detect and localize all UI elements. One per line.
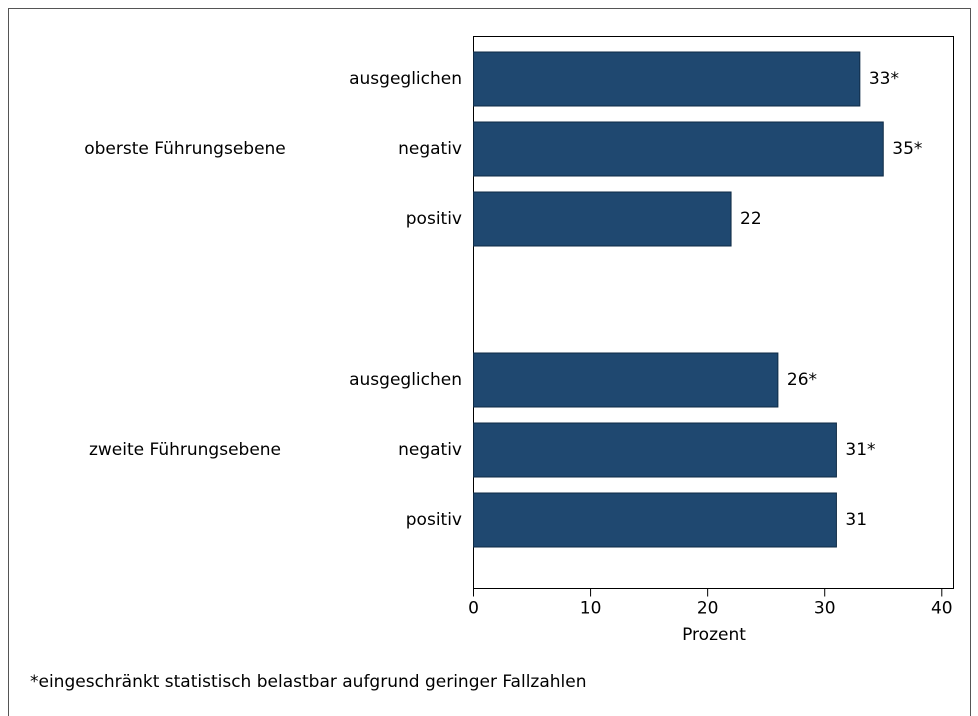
value-label: 35*: [892, 139, 922, 159]
category-label: positiv: [406, 510, 462, 530]
value-label: 31*: [845, 440, 875, 460]
group-label: oberste Führungsebene: [84, 139, 286, 159]
bar: [473, 191, 732, 247]
x-tick-label: 40: [931, 599, 953, 619]
plot-area: [473, 36, 954, 589]
group-label: zweite Führungsebene: [89, 440, 281, 460]
footnote: *eingeschränkt statistisch belastbar auf…: [30, 672, 586, 692]
x-tick-label: 30: [814, 599, 836, 619]
value-label: 26*: [787, 370, 817, 390]
value-label: 22: [740, 209, 762, 229]
bar: [473, 51, 861, 107]
category-label: ausgeglichen: [349, 69, 462, 89]
value-label: 33*: [869, 69, 899, 89]
x-tick-label: 0: [468, 599, 479, 619]
x-tick-label: 10: [580, 599, 602, 619]
bar: [473, 352, 779, 408]
value-label: 31: [845, 510, 867, 530]
category-label: negativ: [398, 440, 462, 460]
bar: [473, 422, 837, 478]
category-label: ausgeglichen: [349, 370, 462, 390]
frame: [8, 8, 971, 716]
category-label: positiv: [406, 209, 462, 229]
x-axis-label: Prozent: [682, 625, 746, 645]
bar: [473, 121, 884, 177]
bar: [473, 492, 837, 548]
x-tick-label: 20: [697, 599, 719, 619]
category-label: negativ: [398, 139, 462, 159]
